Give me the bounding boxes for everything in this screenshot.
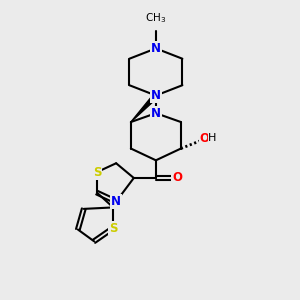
Text: O: O	[200, 132, 209, 145]
Text: O: O	[172, 172, 182, 184]
Text: N: N	[151, 42, 161, 55]
Text: N: N	[111, 195, 121, 208]
Text: S: S	[109, 221, 117, 235]
Text: N: N	[151, 89, 161, 102]
Text: H: H	[208, 133, 217, 143]
Text: CH$_3$: CH$_3$	[145, 12, 166, 26]
Text: S: S	[93, 166, 101, 178]
Polygon shape	[131, 94, 158, 122]
Text: N: N	[151, 107, 161, 120]
